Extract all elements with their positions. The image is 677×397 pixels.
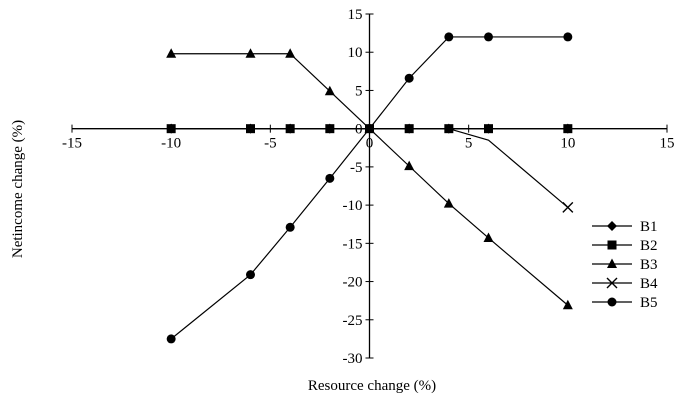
y-tick-label: -30 bbox=[343, 351, 363, 367]
data-point-b5 bbox=[484, 32, 493, 42]
data-point-b3 bbox=[443, 198, 454, 208]
y-tick-label: -5 bbox=[350, 160, 363, 176]
data-point-b5 bbox=[365, 124, 374, 134]
y-tick-label: -25 bbox=[343, 313, 363, 329]
data-point-b3 bbox=[324, 85, 335, 96]
data-point-b3 bbox=[404, 160, 415, 171]
data-point-b3 bbox=[166, 48, 177, 58]
x-tick-label: 5 bbox=[465, 136, 473, 152]
data-point-b5 bbox=[166, 334, 176, 344]
plot-area bbox=[166, 32, 574, 344]
x-tick-label: -5 bbox=[264, 136, 277, 152]
y-tick-label: 10 bbox=[348, 45, 363, 61]
legend-label: B3 bbox=[640, 257, 658, 273]
legend-item-b1: B1 bbox=[592, 219, 658, 235]
y-axis-label: Netincome change (%) bbox=[10, 120, 26, 258]
y-tick-label: -10 bbox=[343, 198, 363, 214]
axes bbox=[71, 13, 668, 359]
legend-marker bbox=[606, 277, 618, 289]
data-point-b5 bbox=[285, 222, 295, 232]
y-tick-label: -20 bbox=[343, 275, 363, 291]
data-point-b5 bbox=[404, 73, 414, 83]
y-tick-label: 0 bbox=[355, 122, 363, 138]
data-point-b3 bbox=[562, 299, 573, 310]
data-point-b4 bbox=[562, 201, 574, 213]
data-point-b5 bbox=[563, 32, 573, 42]
x-tick-label: -10 bbox=[161, 136, 181, 152]
x-tick-label: -15 bbox=[62, 136, 82, 152]
x-tick-label: 15 bbox=[660, 136, 675, 152]
legend-label: B2 bbox=[640, 238, 658, 254]
data-point-b3 bbox=[245, 48, 256, 58]
data-point-b3 bbox=[285, 48, 296, 58]
legend-marker bbox=[607, 221, 617, 231]
legend-label: B5 bbox=[640, 295, 658, 311]
legend-label: B1 bbox=[640, 219, 658, 235]
y-tick-labels: 15 10 5 0 -5 -10 -15 -20 -25 -30 bbox=[343, 7, 363, 367]
x-tick-labels: -15 -10 -5 0 5 10 15 bbox=[62, 136, 675, 152]
x-tick-label: 10 bbox=[560, 136, 575, 152]
legend: B1 B2 B3 B4 B5 bbox=[592, 219, 658, 311]
data-point-b2 bbox=[563, 124, 573, 134]
legend-item-b3: B3 bbox=[592, 257, 658, 273]
data-point-b2 bbox=[484, 124, 493, 134]
x-tick-label: 0 bbox=[366, 136, 374, 152]
data-point-b5 bbox=[325, 173, 335, 183]
legend-marker bbox=[607, 297, 617, 307]
data-point-b5 bbox=[444, 32, 454, 42]
y-tick-label: -15 bbox=[343, 236, 363, 252]
legend-label: B4 bbox=[640, 276, 658, 292]
data-point-b3 bbox=[483, 232, 494, 242]
legend-item-b2: B2 bbox=[592, 238, 658, 254]
legend-marker bbox=[607, 258, 617, 268]
legend-marker bbox=[607, 240, 617, 250]
legend-item-b5: B5 bbox=[592, 295, 658, 311]
y-tick-label: 5 bbox=[355, 83, 363, 99]
data-point-b5 bbox=[246, 270, 255, 280]
legend-item-b4: B4 bbox=[592, 276, 658, 292]
y-tick-label: 15 bbox=[348, 7, 363, 23]
x-axis-label: Resource change (%) bbox=[308, 378, 436, 394]
series-b5 bbox=[166, 32, 573, 344]
